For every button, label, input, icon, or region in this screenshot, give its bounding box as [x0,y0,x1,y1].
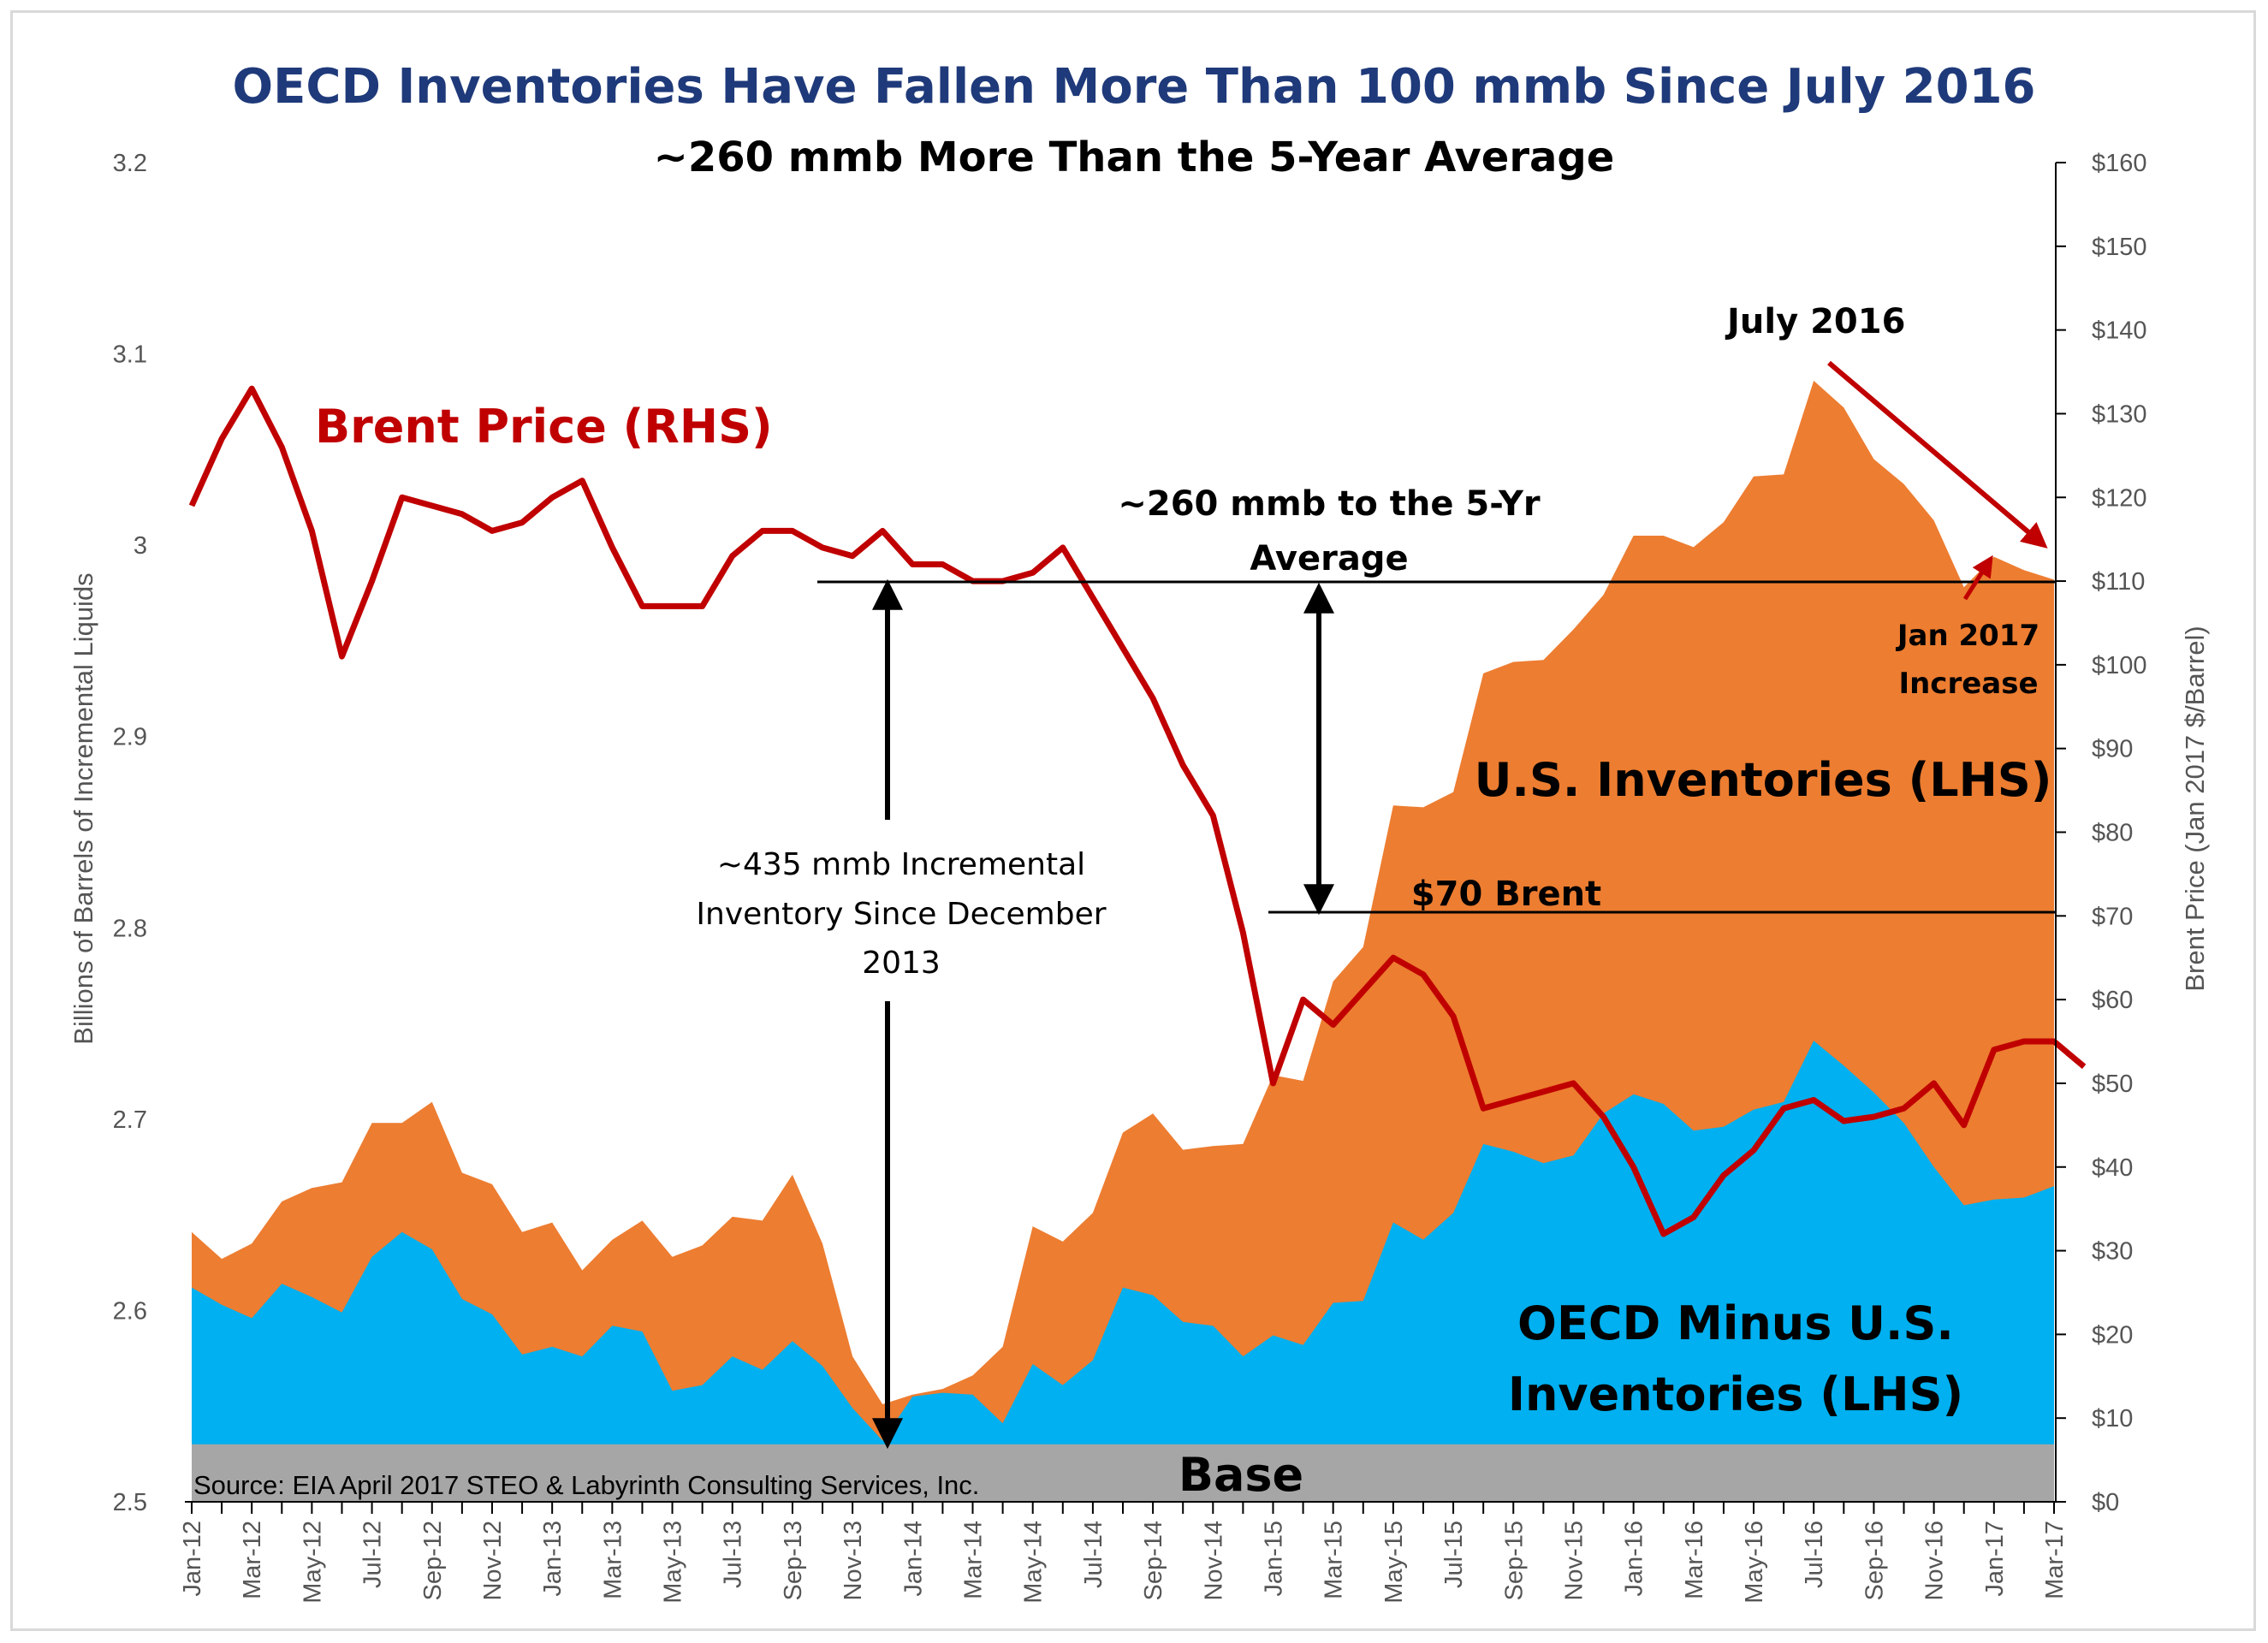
x-tick-label: Mar-17 [2041,1521,2069,1599]
y2-tick-label: $20 [2092,1321,2133,1349]
y2-tick-label: $80 [2092,820,2133,847]
chart-subtitle: ~260 mmb More Than the 5-Year Average [654,133,1615,181]
incremental-label-bg [676,837,1121,991]
y-tick-label: 2.5 [113,1489,147,1516]
y2-tick-label: $70 [2092,903,2133,930]
x-tick-label: Mar-16 [1681,1521,1708,1599]
source-note: Source: EIA April 2017 STEO & Labyrinth … [193,1470,979,1500]
base-label: Base [1179,1448,1303,1502]
x-tick-label: May-15 [1380,1521,1408,1604]
x-tick-label: Jan-17 [1981,1521,2009,1597]
x-tick-label: Jul-14 [1080,1521,1107,1588]
oecd-minus-us-label-line2: Inventories (LHS) [1508,1367,1963,1421]
x-tick-label: Sep-15 [1500,1521,1528,1601]
x-tick-label: Jul-15 [1440,1521,1468,1588]
brent-price-label: Brent Price (RHS) [315,400,773,454]
y2-tick-label: $160 [2092,150,2147,177]
x-tick-label: Jan-12 [179,1521,206,1597]
incremental-label-line1: ~435 mmb Incremental [717,847,1085,882]
x-tick-label: Nov-15 [1560,1521,1588,1601]
chart-title: OECD Inventories Have Fallen More Than 1… [233,59,2036,115]
july-2016-label: July 2016 [1725,302,1905,341]
incremental-label-line3: 2013 [862,946,941,981]
y-tick-label: 3 [134,532,147,560]
y2-tick-label: $150 [2092,234,2147,261]
us-inventories-label: U.S. Inventories (LHS) [1475,753,2052,807]
jan-2017-label-line1: Jan 2017 [1896,619,2039,653]
x-tick-label: Nov-14 [1200,1521,1227,1601]
x-tick-label: Jan-15 [1260,1521,1287,1597]
right-axis-title: Brent Price (Jan 2017 $/Barrel) [2180,626,2210,991]
y2-tick-label: $110 [2092,568,2145,596]
x-tick-label: May-12 [299,1521,326,1604]
brent-price-line [188,385,2087,1237]
x-tick-label: Jul-12 [359,1521,387,1588]
y-tick-label: 2.8 [113,915,147,942]
x-tick-label: Mar-12 [239,1521,266,1599]
brent-70-label: $70 Brent [1411,875,1601,914]
incremental-label-line2: Inventory Since December [696,897,1106,932]
x-tick-label: Sep-12 [419,1521,447,1601]
july-2016-decline-arrow [1827,360,2048,549]
five-year-label-line2: Average [1250,539,1408,578]
x-tick-label: Jan-13 [539,1521,567,1597]
left-axis-title: Billions of Barrels of Incremental Liqui… [68,572,98,1044]
x-tick-label: Nov-16 [1921,1521,1949,1601]
oecd-minus-us-label-line1: OECD Minus U.S. [1517,1296,1954,1350]
y2-tick-label: $30 [2092,1238,2133,1266]
y2-tick-label: $140 [2092,317,2147,345]
y-tick-label: 2.7 [113,1106,147,1134]
x-tick-label: Jul-16 [1801,1521,1828,1588]
x-tick-label: Sep-16 [1861,1521,1888,1601]
x-tick-label: May-16 [1741,1521,1768,1604]
y2-tick-label: $40 [2092,1154,2133,1182]
y2-tick-label: $90 [2092,736,2133,763]
x-tick-label: Mar-14 [960,1521,988,1599]
x-tick-label: Mar-15 [1321,1521,1348,1599]
x-tick-label: Jul-13 [720,1521,747,1588]
jan-2017-increase-arrow [1962,555,1993,601]
x-tick-label: Jan-16 [1621,1521,1648,1597]
x-tick-label: Jan-14 [899,1521,927,1597]
y2-tick-label: $100 [2092,652,2147,679]
y2-tick-label: $10 [2092,1405,2133,1432]
y2-tick-label: $60 [2092,987,2133,1014]
x-tick-label: Sep-13 [780,1521,807,1601]
y-tick-label: 2.6 [113,1297,147,1325]
x-tick-label: Sep-14 [1140,1521,1167,1601]
five-year-label-line1: ~260 mmb to the 5-Yr [1118,484,1541,524]
x-tick-label: May-13 [660,1521,687,1604]
y-tick-label: 2.9 [113,724,147,751]
x-tick-label: Nov-12 [479,1521,507,1601]
y-tick-label: 3.2 [113,150,147,177]
y2-tick-label: $120 [2092,484,2147,512]
y-tick-label: 3.1 [113,341,147,369]
x-tick-label: Mar-13 [599,1521,626,1599]
x-tick-label: May-14 [1020,1521,1048,1604]
y2-tick-label: $0 [2092,1489,2119,1516]
x-tick-label: Nov-13 [840,1521,867,1601]
y2-tick-label: $50 [2092,1071,2133,1098]
oecd-minus-us-area [192,1041,2054,1444]
base-band [192,1444,2054,1502]
y2-tick-label: $130 [2092,400,2147,428]
jan-2017-label-line2: Increase [1898,667,2038,701]
